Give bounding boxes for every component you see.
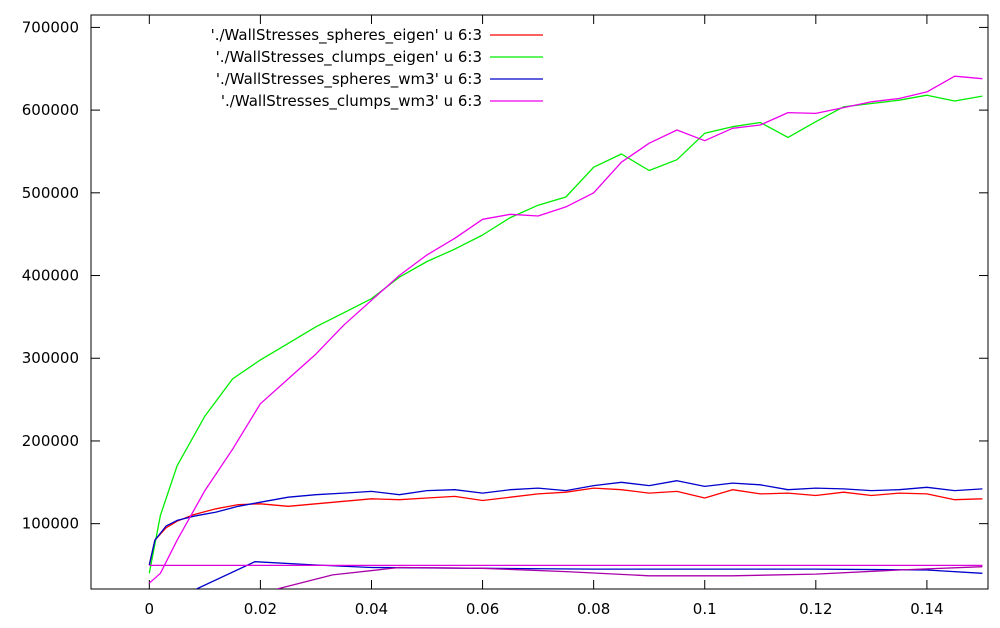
legend-label-1: './WallStresses_clumps_eigen' u 6:3	[216, 48, 482, 67]
legend-label-2: './WallStresses_spheres_wm3' u 6:3	[216, 70, 482, 89]
x-tick-label: 0.04	[355, 600, 388, 618]
x-tick-label: 0.12	[799, 600, 832, 618]
y-tick-label: 400000	[22, 267, 79, 285]
x-tick-label: 0.14	[910, 600, 943, 618]
series-line-4	[196, 561, 983, 589]
series-line-2	[148, 480, 983, 566]
y-tick-label: 700000	[22, 18, 79, 36]
y-tick-label: 200000	[22, 432, 79, 450]
series-line-0	[148, 487, 983, 566]
axes: 100000 200000 300000 400000 500000 600000 7000…	[22, 15, 988, 618]
x-tick-label: 0.02	[244, 600, 277, 618]
y-tick-label: 300000	[22, 349, 79, 367]
series-line-3	[148, 75, 983, 584]
series-line-5	[276, 566, 983, 589]
plot-frame	[90, 14, 989, 590]
legend-label-0: './WallStresses_spheres_eigen' u 6:3	[211, 26, 482, 45]
y-tick-label: 500000	[22, 184, 79, 202]
legend: './WallStresses_spheres_eigen' u 6:3 './W…	[211, 26, 543, 111]
y-tick-label: 600000	[22, 101, 79, 119]
legend-label-3: './WallStresses_clumps_wm3' u 6:3	[221, 92, 482, 111]
x-tick-label: 0.06	[466, 600, 499, 618]
x-tick-label: 0.1	[693, 600, 717, 618]
x-tick-label: 0.08	[577, 600, 610, 618]
y-tick-label: 100000	[22, 515, 79, 533]
x-tick-label: 0	[145, 600, 155, 618]
plot-lines	[148, 75, 983, 589]
series-line-1	[148, 94, 983, 574]
